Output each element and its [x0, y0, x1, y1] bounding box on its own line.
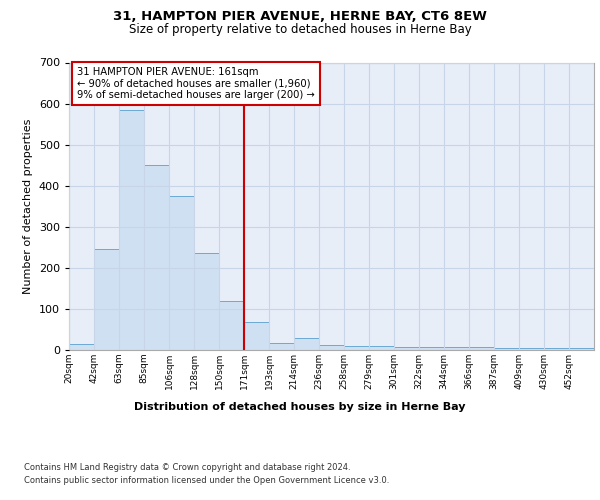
Text: Distribution of detached houses by size in Herne Bay: Distribution of detached houses by size …	[134, 402, 466, 412]
Text: 31 HAMPTON PIER AVENUE: 161sqm
← 90% of detached houses are smaller (1,960)
9% o: 31 HAMPTON PIER AVENUE: 161sqm ← 90% of …	[77, 67, 314, 100]
Bar	[94, 250, 119, 350]
Bar	[194, 254, 219, 350]
Bar	[394, 347, 419, 350]
Bar	[444, 347, 469, 350]
Bar	[544, 348, 569, 350]
Bar	[69, 344, 94, 350]
Text: 31, HAMPTON PIER AVENUE, HERNE BAY, CT6 8EW: 31, HAMPTON PIER AVENUE, HERNE BAY, CT6 …	[113, 10, 487, 23]
Bar	[569, 348, 594, 350]
Text: Contains HM Land Registry data © Crown copyright and database right 2024.: Contains HM Land Registry data © Crown c…	[24, 462, 350, 471]
Bar	[294, 338, 319, 350]
Bar	[419, 347, 444, 350]
Bar	[219, 300, 244, 350]
Bar	[244, 322, 269, 350]
Y-axis label: Number of detached properties: Number of detached properties	[23, 118, 33, 294]
Bar	[169, 196, 194, 350]
Bar	[269, 342, 294, 350]
Text: Size of property relative to detached houses in Herne Bay: Size of property relative to detached ho…	[128, 23, 472, 36]
Bar	[119, 110, 144, 350]
Bar	[369, 346, 394, 350]
Bar	[469, 347, 494, 350]
Bar	[519, 348, 544, 350]
Bar	[144, 165, 169, 350]
Bar	[494, 348, 519, 350]
Bar	[319, 345, 344, 350]
Text: Contains public sector information licensed under the Open Government Licence v3: Contains public sector information licen…	[24, 476, 389, 485]
Bar	[344, 346, 369, 350]
